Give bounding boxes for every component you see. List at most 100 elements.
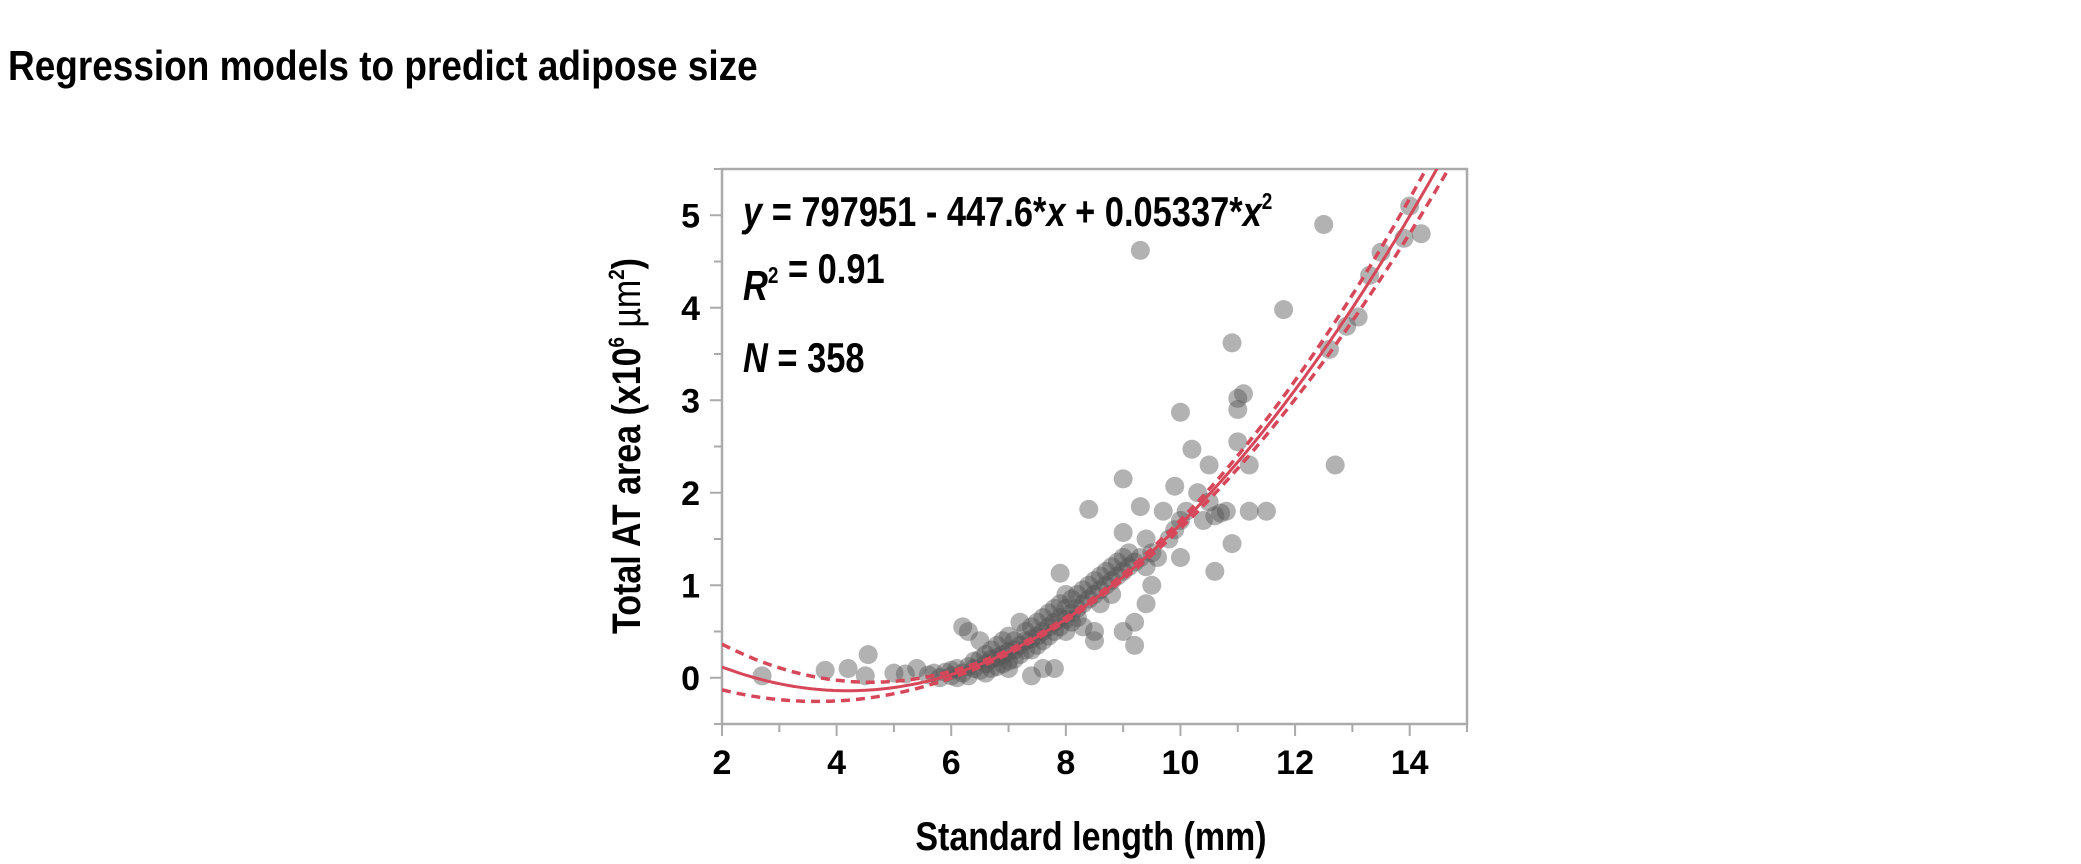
data-point	[981, 640, 1001, 660]
regression-equation-part: x	[1045, 189, 1067, 236]
data-point	[1044, 659, 1064, 678]
data-point	[815, 660, 835, 680]
confidence-lower	[722, 169, 1451, 704]
data-point	[1085, 631, 1104, 651]
data-point	[907, 659, 927, 678]
r-squared-label: R2 = 0.91	[743, 246, 885, 310]
x-tick-label: 4	[827, 744, 846, 782]
y-tick-label: 2	[681, 475, 700, 513]
data-point	[1228, 432, 1248, 452]
data-point	[1102, 557, 1122, 577]
data-point	[1039, 603, 1059, 623]
data-point	[1056, 622, 1076, 641]
data-point	[1113, 622, 1133, 641]
fit-curve	[722, 169, 1439, 693]
data-point	[1067, 608, 1087, 628]
data-point	[1004, 649, 1024, 669]
data-point	[838, 659, 858, 678]
r-squared-label-part: = 0.91	[778, 246, 884, 293]
data-point	[1142, 575, 1162, 595]
data-point	[1205, 506, 1225, 526]
y-tick-label: 3	[681, 382, 700, 420]
data-point	[1222, 333, 1242, 353]
data-point	[1222, 534, 1242, 554]
data-point	[1016, 622, 1036, 641]
r-squared-label-part: R	[743, 263, 768, 310]
regression-equation-part: x	[1241, 189, 1263, 236]
data-point	[1044, 598, 1064, 618]
data-point	[1079, 575, 1099, 595]
data-point	[1136, 529, 1156, 549]
data-point	[1199, 455, 1219, 475]
data-point	[1085, 571, 1104, 591]
data-point	[1119, 543, 1139, 563]
data-point	[1010, 612, 1030, 632]
data-point	[884, 663, 904, 683]
data-point	[1211, 503, 1231, 523]
x-tick-label: 10	[1162, 744, 1200, 782]
data-point	[1079, 499, 1099, 519]
y-axis-title-part: )	[603, 258, 648, 269]
x-tick-label: 14	[1391, 744, 1429, 782]
data-point	[1056, 585, 1076, 604]
sample-size-label-part: = 358	[768, 335, 865, 382]
data-point	[1033, 659, 1053, 678]
regression-equation: y = 797951 - 447.6*x + 0.05337*x2	[741, 189, 1272, 236]
y-axis-title-part: 2	[606, 269, 630, 279]
data-point	[1319, 339, 1339, 359]
data-point	[970, 631, 990, 651]
data-point	[1021, 617, 1041, 637]
regression-equation-part: + 0.05337*	[1066, 189, 1243, 236]
data-point	[1073, 580, 1093, 600]
data-point	[1325, 455, 1345, 475]
data-point	[1113, 523, 1133, 543]
regression-equation-part: = 797951 - 447.6*	[762, 189, 1046, 236]
page-title: Regression models to predict adipose siz…	[8, 42, 758, 89]
data-point	[1056, 598, 1076, 618]
data-point	[1228, 400, 1248, 419]
data-point	[1165, 476, 1185, 496]
data-point	[1062, 589, 1082, 609]
data-point	[1067, 585, 1087, 604]
x-tick-label: 12	[1276, 744, 1314, 782]
data-point	[1130, 497, 1150, 517]
x-axis-title: Standard length (mm)	[915, 813, 1266, 858]
data-point	[1256, 501, 1276, 521]
data-point	[1228, 388, 1248, 408]
data-point	[1314, 215, 1334, 234]
y-axis-title-part: µm	[603, 280, 648, 337]
confidence-upper	[722, 169, 1429, 684]
data-point	[1170, 402, 1190, 422]
data-point	[858, 645, 878, 665]
x-tick-label: 2	[713, 744, 732, 782]
data-point	[1125, 635, 1145, 655]
data-point	[1205, 561, 1225, 581]
regression-equation-part: 2	[1262, 190, 1273, 215]
data-point	[1153, 501, 1173, 521]
data-point	[958, 622, 978, 641]
data-point	[1234, 384, 1253, 404]
data-point	[1050, 563, 1070, 583]
data-point	[1107, 552, 1127, 572]
r-squared-label-part: 2	[768, 264, 779, 289]
data-point	[1216, 501, 1236, 521]
data-point	[999, 626, 1019, 646]
y-tick-label: 5	[681, 197, 700, 235]
data-point	[993, 631, 1013, 651]
data-point	[953, 617, 973, 637]
data-point	[993, 654, 1013, 674]
data-point	[1050, 594, 1070, 614]
y-axis-title-part: Total AT area (x10	[603, 347, 648, 633]
x-tick-label: 6	[942, 744, 961, 782]
y-axis-title-part: 6	[606, 337, 630, 347]
regression-equation-part: y	[741, 189, 763, 236]
data-point	[1193, 511, 1213, 530]
data-point	[999, 659, 1019, 678]
x-tick-label: 8	[1056, 744, 1075, 782]
data-point	[1073, 617, 1093, 637]
data-point	[1090, 566, 1110, 586]
data-point	[1239, 501, 1259, 521]
data-point	[1411, 224, 1431, 244]
data-point	[1170, 548, 1190, 567]
